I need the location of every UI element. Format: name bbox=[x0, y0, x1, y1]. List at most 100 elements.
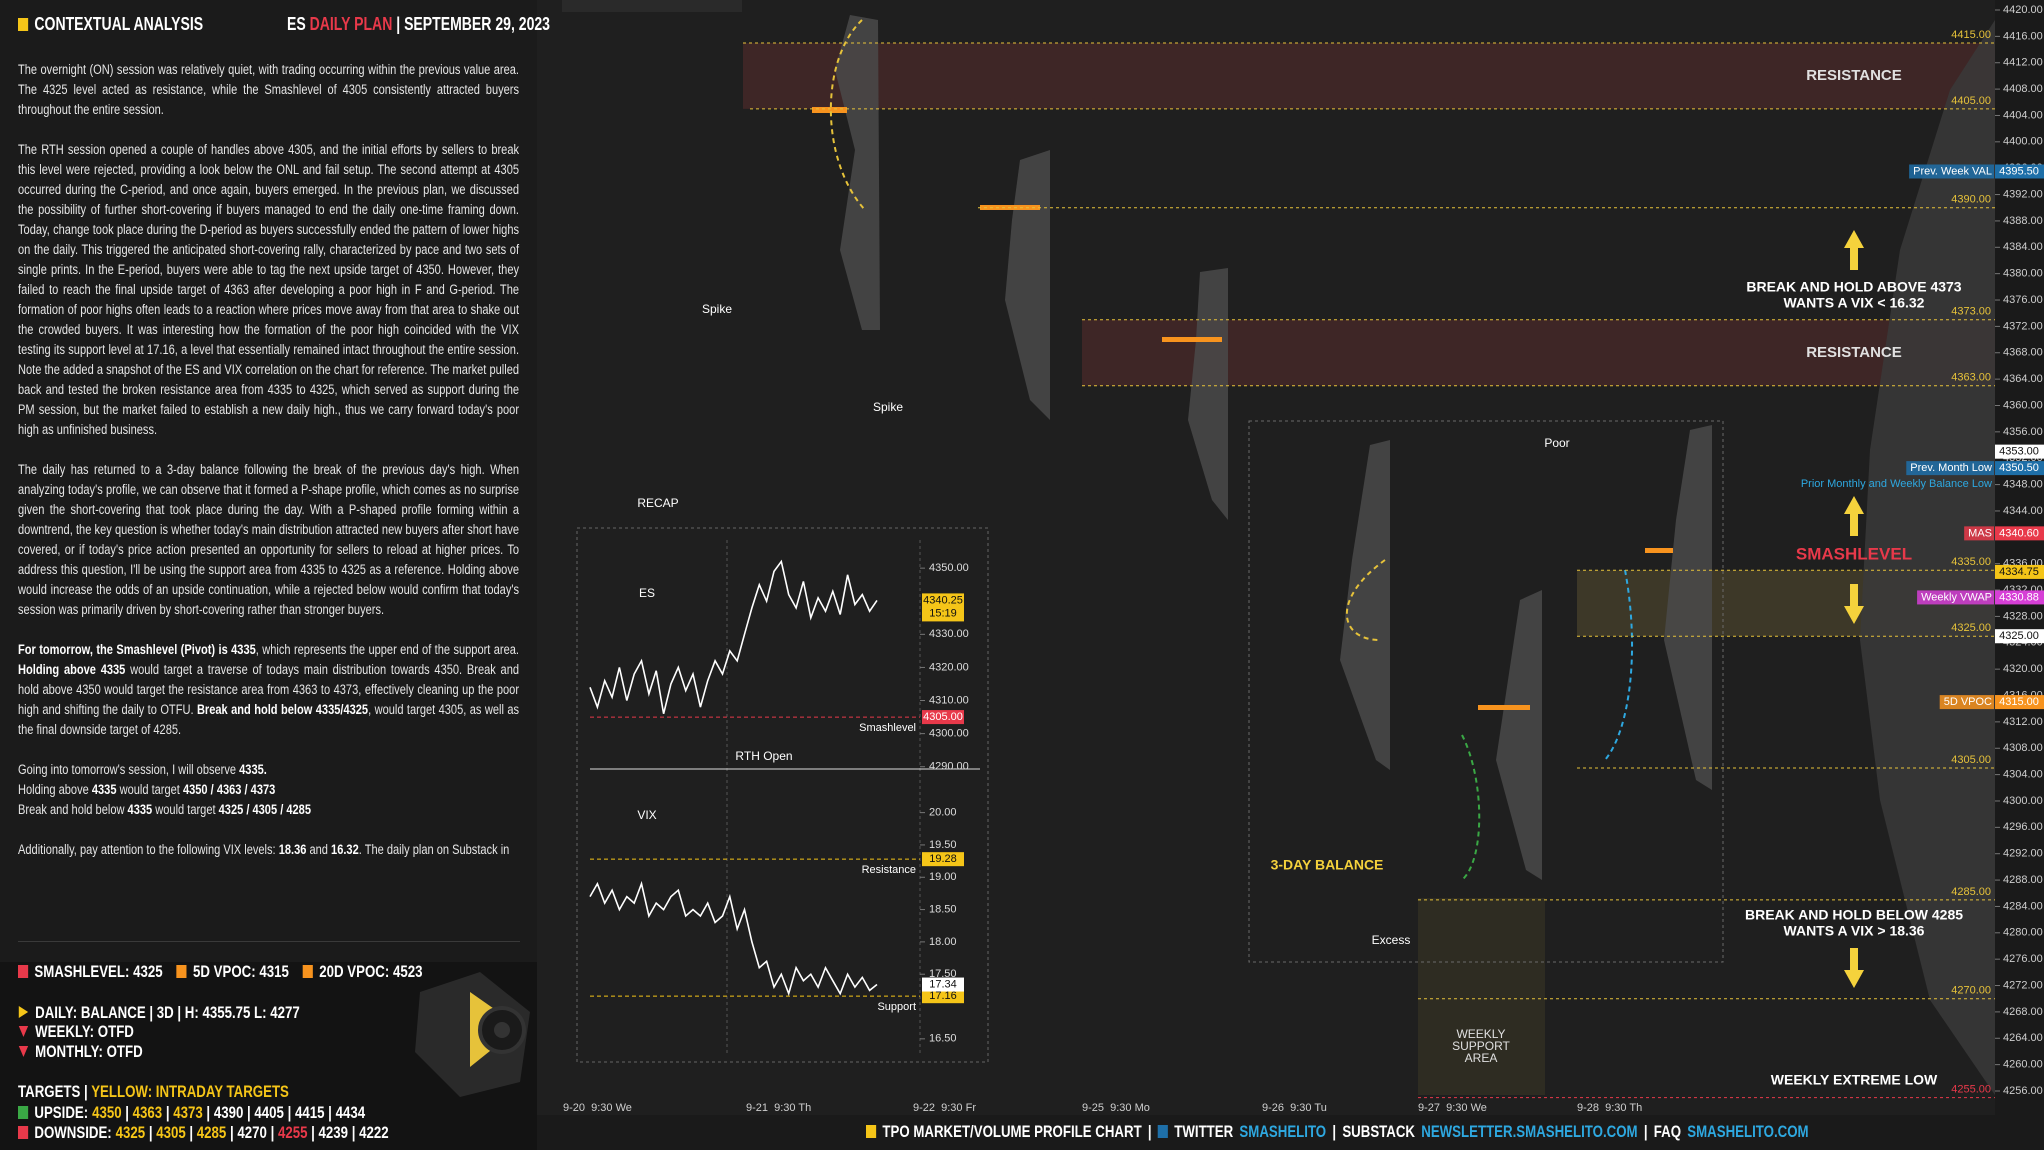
target-value: 4415 bbox=[294, 1103, 325, 1122]
level-label: 4285.00 bbox=[1951, 886, 1991, 898]
target-separator: | bbox=[283, 1103, 295, 1122]
level-icon bbox=[18, 965, 29, 978]
date-label: 9-22 9:30 Fr bbox=[913, 1102, 976, 1114]
vpoc-bar bbox=[812, 107, 847, 113]
y-tick-label: 4392.00 bbox=[2003, 188, 2043, 200]
summary-row: TARGETS | YELLOW: INTRADAY TARGETS bbox=[18, 1082, 289, 1102]
text-segment: For tomorrow, the Smashlevel (Pivot) is … bbox=[18, 642, 256, 657]
target-separator: | bbox=[243, 1103, 255, 1122]
title-text: CONTEXTUAL ANALYSIS bbox=[34, 14, 204, 34]
rth-open-label: RTH Open bbox=[735, 749, 792, 763]
text-line: Holding above 4335 would target 4350 / 4… bbox=[18, 780, 519, 800]
price-tag bbox=[1995, 526, 2044, 541]
tag-name-box bbox=[1939, 695, 1994, 710]
level-label: 4305.00 bbox=[1951, 754, 1991, 766]
recap-tick-label: 16.50 bbox=[929, 1033, 957, 1045]
target-separator: | bbox=[226, 1123, 238, 1142]
level-label: 4415.00 bbox=[1951, 29, 1991, 41]
status-text: MONTHLY: OTFD bbox=[35, 1042, 143, 1061]
target-separator: | bbox=[307, 1123, 319, 1142]
status-marker bbox=[18, 1046, 29, 1057]
footer-icon bbox=[1157, 1125, 1169, 1138]
target-value: 4373 bbox=[173, 1103, 203, 1122]
target-icon bbox=[18, 1106, 29, 1119]
y-tick-label: 4376.00 bbox=[2003, 294, 2043, 306]
level-text: SMASHLEVEL: 4325 bbox=[34, 962, 163, 981]
last-price-tag bbox=[922, 977, 964, 992]
y-tick-label: 4268.00 bbox=[2003, 1006, 2043, 1018]
recap-tick-label: 4300.00 bbox=[929, 728, 969, 740]
zone bbox=[1082, 319, 1995, 386]
recap-tick-label: 20.00 bbox=[929, 807, 957, 819]
footer-text: TPO MARKET/VOLUME PROFILE CHART bbox=[882, 1122, 1142, 1141]
price-tag-label: 4353.00 bbox=[1999, 446, 2039, 458]
y-tick-label: 4320.00 bbox=[2003, 663, 2043, 675]
recap-tick-label: 4320.00 bbox=[929, 661, 969, 673]
annotation: Spike bbox=[702, 302, 732, 316]
text-segment: Break and hold below 4335/4325 bbox=[196, 702, 369, 717]
summary-row: DAILY: BALANCE | 3D | H: 4355.75 L: 4277 bbox=[18, 1003, 300, 1023]
tag-name: Prev. Month Low bbox=[1910, 462, 1992, 474]
annotation: WANTS A VIX < 16.32 bbox=[1784, 295, 1925, 311]
footer-text: NEWSLETTER.SMASHELITO.COM bbox=[1421, 1122, 1638, 1141]
y-tick-label: 4384.00 bbox=[2003, 241, 2043, 253]
text-segment: . The daily plan on Substack in bbox=[358, 842, 510, 857]
recap-tick-label: 19.50 bbox=[929, 839, 957, 851]
recap-tick-label: 4310.00 bbox=[929, 694, 969, 706]
text-segment: 4335. bbox=[239, 762, 267, 777]
annotation: RESISTANCE bbox=[1806, 67, 1902, 84]
y-tick-label: 4312.00 bbox=[2003, 716, 2043, 728]
price-tags: 4395.50 Prev. Week VAL 4353.00 4350.50 Prev.… bbox=[1906, 164, 2044, 710]
arrow-up bbox=[1844, 496, 1864, 536]
profile-arc bbox=[1461, 734, 1481, 881]
text-segment: The overnight (ON) session was relativel… bbox=[18, 62, 520, 117]
target-separator: | bbox=[348, 1123, 360, 1142]
text-segment: Holding above bbox=[18, 782, 92, 797]
recap-tick-label: 4290.00 bbox=[929, 761, 969, 773]
level-label: 4325.00 bbox=[1951, 622, 1991, 634]
price-tag-label: 4330.88 bbox=[1999, 591, 2039, 603]
summary-row: UPSIDE: 4350 | 4363 | 4373 | 4390 | 4405 … bbox=[18, 1103, 365, 1123]
text-line: The overnight (ON) session was relativel… bbox=[18, 60, 519, 120]
tag-name: MAS bbox=[1968, 527, 1992, 539]
recap-title: RECAP bbox=[637, 496, 678, 510]
footer-text: FAQ bbox=[1653, 1122, 1682, 1141]
text-segment: would target bbox=[116, 782, 183, 797]
annotation: WEEKLY EXTREME LOW bbox=[1771, 1072, 1938, 1088]
recap-tick-label: 17.50 bbox=[929, 968, 957, 980]
recap-line bbox=[589, 559, 878, 714]
level-label: 4335.00 bbox=[1951, 556, 1991, 568]
target-label: DOWNSIDE: bbox=[34, 1123, 112, 1142]
paragraph: The daily has returned to a 3-day balanc… bbox=[18, 460, 519, 620]
y-tick-label: 4296.00 bbox=[2003, 821, 2043, 833]
text-segment: The daily has returned to a 3-day balanc… bbox=[18, 462, 520, 617]
price-tag-label: 4334.75 bbox=[1999, 566, 2039, 578]
target-value: 4363 bbox=[132, 1103, 163, 1122]
date-label: 9-21 9:30 Th bbox=[746, 1102, 811, 1114]
targets-title: TARGETS | bbox=[18, 1082, 92, 1101]
date-label: 9-27 9:30 We bbox=[1418, 1102, 1487, 1114]
recap-tick-label: 4350.00 bbox=[929, 562, 969, 574]
price-tag bbox=[1995, 590, 2044, 605]
left-panel: CONTEXTUAL ANALYSIS ES DAILY PLAN | SEPTEM… bbox=[0, 0, 550, 1150]
profile-arc bbox=[1604, 569, 1634, 761]
last-price-tag bbox=[922, 593, 964, 622]
annotation: BREAK AND HOLD ABOVE 4373 bbox=[1746, 279, 1961, 295]
level-text: 5D VPOC: 4315 bbox=[193, 962, 289, 981]
text-line: Going into tomorrow's session, I will ob… bbox=[18, 760, 519, 780]
y-tick-label: 4304.00 bbox=[2003, 769, 2043, 781]
plan-title: ES DAILY PLAN | SEPTEMBER 29, 2023 bbox=[287, 14, 554, 35]
text-segment: Break and hold below bbox=[18, 802, 128, 817]
paragraph: For tomorrow, the Smashlevel (Pivot) is … bbox=[18, 640, 519, 740]
weekly-support-box bbox=[1418, 898, 1545, 1095]
target-icon bbox=[18, 1126, 29, 1139]
date-label: 9-28 9:30 Th bbox=[1577, 1102, 1642, 1114]
text-segment: would target bbox=[152, 802, 219, 817]
target-separator: | bbox=[145, 1123, 157, 1142]
recap-series-name: ES bbox=[639, 586, 655, 600]
text-segment: , would target 4305, as well as the fina… bbox=[18, 702, 520, 737]
text-segment: 4325 / 4305 / 4285 bbox=[218, 802, 311, 817]
target-separator: | bbox=[185, 1123, 197, 1142]
target-value: 4239 bbox=[318, 1123, 349, 1142]
text-segment: 4335 bbox=[91, 782, 117, 797]
